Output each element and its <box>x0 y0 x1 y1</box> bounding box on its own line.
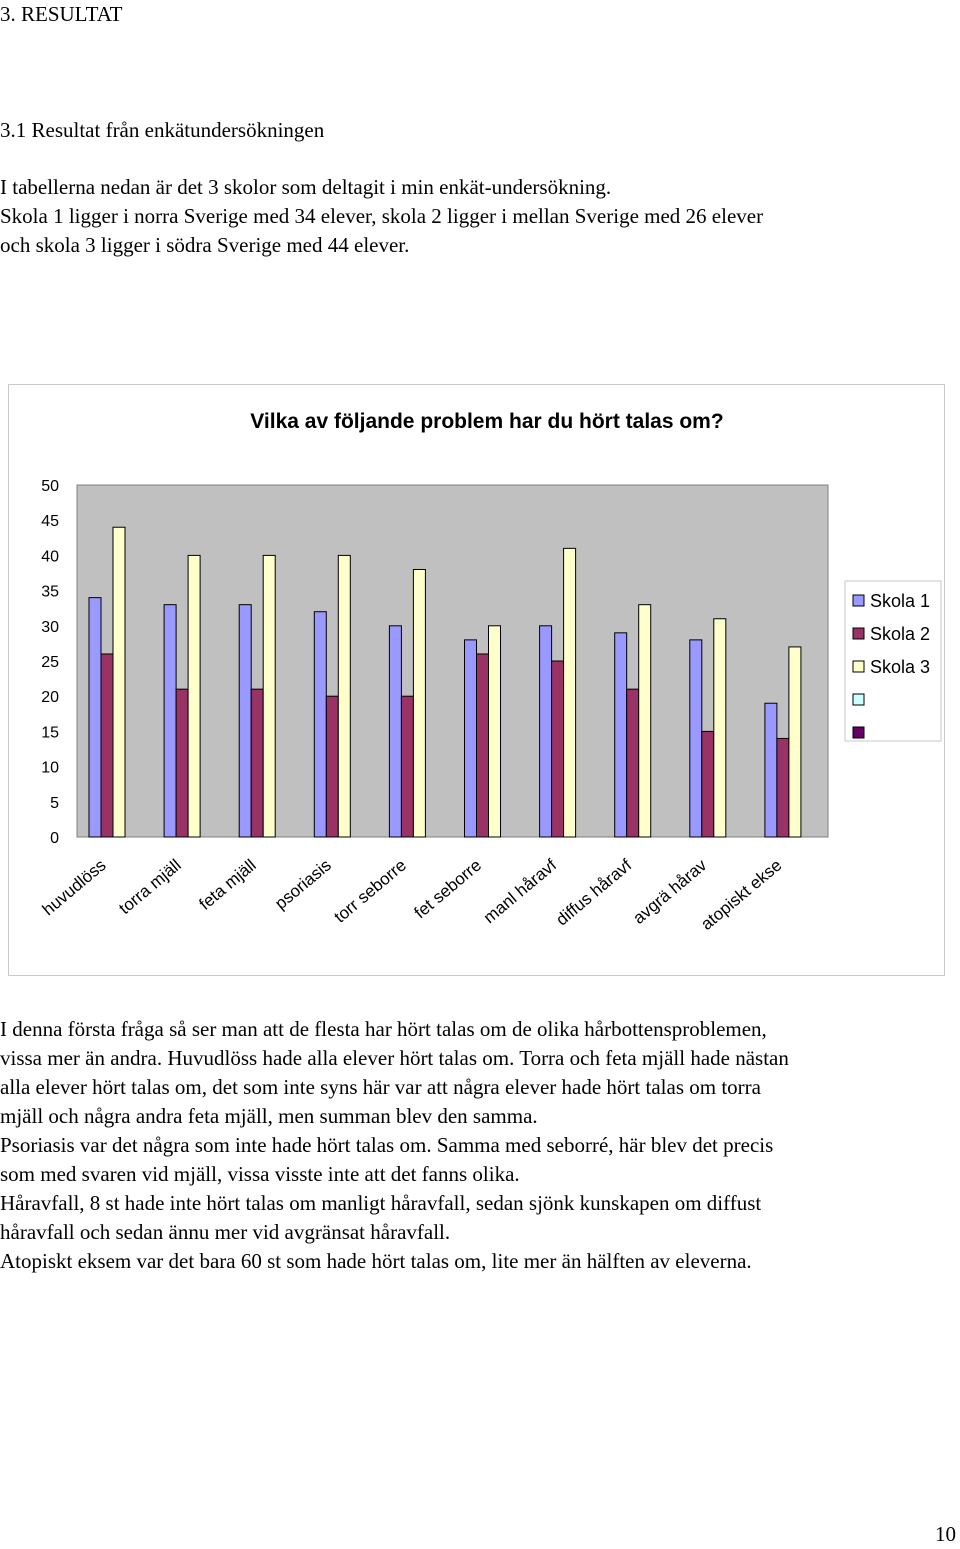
discussion-line: håravfall och sedan ännu mer vid avgräns… <box>0 1220 451 1244</box>
intro-line: I tabellerna nedan är det 3 skolor som d… <box>0 175 612 199</box>
legend-label: Skola 3 <box>870 657 930 677</box>
bar <box>262 554 276 838</box>
discussion-line: Håravfall, 8 st hade inte hört talas om … <box>0 1191 762 1215</box>
bar <box>713 618 727 838</box>
x-tick-label: atopiskt ekse <box>697 856 785 934</box>
x-tick-label: torr seborre <box>330 856 410 927</box>
bar <box>238 604 252 838</box>
y-tick-label: 50 <box>41 478 59 495</box>
y-tick-label: 15 <box>41 724 59 741</box>
bar <box>626 688 640 838</box>
y-tick-label: 25 <box>41 654 59 671</box>
bar <box>488 625 501 838</box>
bar <box>614 632 628 838</box>
subsection-heading: 3.1 Resultat från enkätundersökningen <box>0 118 325 142</box>
page-number: 10 <box>935 1522 956 1546</box>
y-tick-label: 40 <box>41 548 59 565</box>
legend-swatch <box>852 693 865 706</box>
discussion-line: vissa mer än andra. Huvudlöss hade alla … <box>0 1046 789 1070</box>
bar <box>388 625 402 838</box>
bar <box>112 526 126 838</box>
legend-label: Skola 2 <box>870 624 930 644</box>
x-tick-label: manl håravf <box>480 855 560 927</box>
chart-frame: Vilka av följande problem har du hört ta… <box>8 384 945 976</box>
y-tick-label: 5 <box>50 795 59 812</box>
legend-label: Skola 1 <box>870 591 930 611</box>
bar <box>476 653 489 838</box>
legend-swatch <box>852 726 865 739</box>
bar <box>187 554 201 838</box>
bar <box>337 554 351 838</box>
discussion-line: Atopiskt eksem var det bara 60 st som ha… <box>0 1249 752 1273</box>
bar <box>689 639 703 838</box>
bar <box>313 611 327 838</box>
intro-line: och skola 3 ligger i södra Sverige med 4… <box>0 233 410 257</box>
bar-chart: Vilka av följande problem har du hört ta… <box>39 410 942 934</box>
y-tick-label: 30 <box>41 619 59 636</box>
x-tick-label: torra mjäll <box>115 856 184 919</box>
bar <box>400 695 414 838</box>
intro-paragraph: I tabellerna nedan är det 3 skolor som d… <box>0 173 763 260</box>
discussion-paragraph: I denna första fråga så ser man att de f… <box>0 1015 789 1276</box>
bar <box>539 625 553 838</box>
x-tick-label: avgrä hårav <box>629 855 710 928</box>
bar <box>551 660 565 838</box>
y-tick-label: 10 <box>41 760 59 777</box>
intro-line: Skola 1 ligger i norra Sverige med 34 el… <box>0 204 764 228</box>
x-tick-label: huvudlöss <box>39 856 110 920</box>
legend-swatch <box>852 660 865 673</box>
discussion-line: Psoriasis var det några som inte hade hö… <box>0 1133 774 1157</box>
y-tick-label: 35 <box>41 584 59 601</box>
x-tick-label: diffus håravf <box>552 855 635 929</box>
bar <box>464 639 477 838</box>
x-tick-label: psoriasis <box>271 856 335 914</box>
x-tick-label: feta mjäll <box>195 856 259 914</box>
bar <box>175 688 189 838</box>
bar <box>701 730 715 838</box>
y-tick-label: 45 <box>41 513 59 530</box>
section-heading: 3. RESULTAT <box>0 2 123 26</box>
bar <box>764 702 778 838</box>
bar <box>88 597 102 838</box>
bar <box>788 646 802 838</box>
chart-title: Vilka av följande problem har du hört ta… <box>250 410 723 433</box>
discussion-line: som med svaren vid mjäll, vissa visste i… <box>0 1162 520 1186</box>
discussion-line: I denna första fråga så ser man att de f… <box>0 1017 767 1041</box>
bar <box>325 695 339 838</box>
y-tick-label: 20 <box>41 689 59 706</box>
legend-swatch <box>852 594 865 607</box>
discussion-line: alla elever hört talas om, det som inte … <box>0 1075 761 1099</box>
bar <box>776 737 790 838</box>
x-tick-label: fet seborre <box>411 856 485 923</box>
bar <box>100 653 114 838</box>
bar <box>163 604 177 838</box>
bar <box>412 568 426 838</box>
legend-swatch <box>852 627 865 640</box>
y-tick-label: 0 <box>50 830 59 847</box>
discussion-line: mjäll och några andra feta mjäll, men su… <box>0 1104 538 1128</box>
bar <box>563 547 577 838</box>
bar <box>638 604 652 838</box>
bar <box>250 688 264 838</box>
